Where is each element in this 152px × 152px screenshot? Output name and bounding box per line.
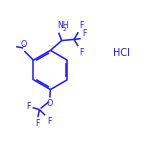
Text: F: F	[82, 29, 86, 38]
Text: F: F	[79, 48, 83, 57]
Text: NH: NH	[57, 21, 69, 30]
Text: F: F	[79, 21, 84, 30]
Text: F: F	[35, 119, 40, 128]
Text: O: O	[21, 40, 27, 49]
Text: HCl: HCl	[113, 48, 130, 58]
Text: 2: 2	[63, 27, 67, 32]
Text: F: F	[26, 102, 31, 111]
Text: O: O	[47, 99, 53, 108]
Text: F: F	[47, 117, 51, 126]
